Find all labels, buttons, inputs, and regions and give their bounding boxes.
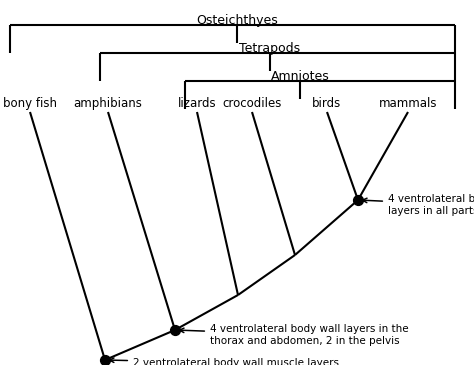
- Text: mammals: mammals: [379, 97, 437, 110]
- Point: [171, 327, 179, 333]
- Text: 4 ventrolateral body wall
layers in all parts of the trunk: 4 ventrolateral body wall layers in all …: [363, 194, 474, 216]
- Text: Amniotes: Amniotes: [271, 70, 329, 83]
- Point: [354, 197, 362, 203]
- Point: [101, 357, 109, 363]
- Text: 2 ventrolateral body wall muscle layers: 2 ventrolateral body wall muscle layers: [109, 358, 339, 365]
- Text: amphibians: amphibians: [73, 97, 143, 110]
- Text: crocodiles: crocodiles: [222, 97, 282, 110]
- Text: Tetrapods: Tetrapods: [239, 42, 301, 55]
- Text: 4 ventrolateral body wall layers in the
thorax and abdomen, 2 in the pelvis: 4 ventrolateral body wall layers in the …: [180, 324, 409, 346]
- Text: Osteichthyes: Osteichthyes: [196, 14, 278, 27]
- Text: birds: birds: [312, 97, 342, 110]
- Text: lizards: lizards: [178, 97, 216, 110]
- Text: bony fish: bony fish: [3, 97, 57, 110]
